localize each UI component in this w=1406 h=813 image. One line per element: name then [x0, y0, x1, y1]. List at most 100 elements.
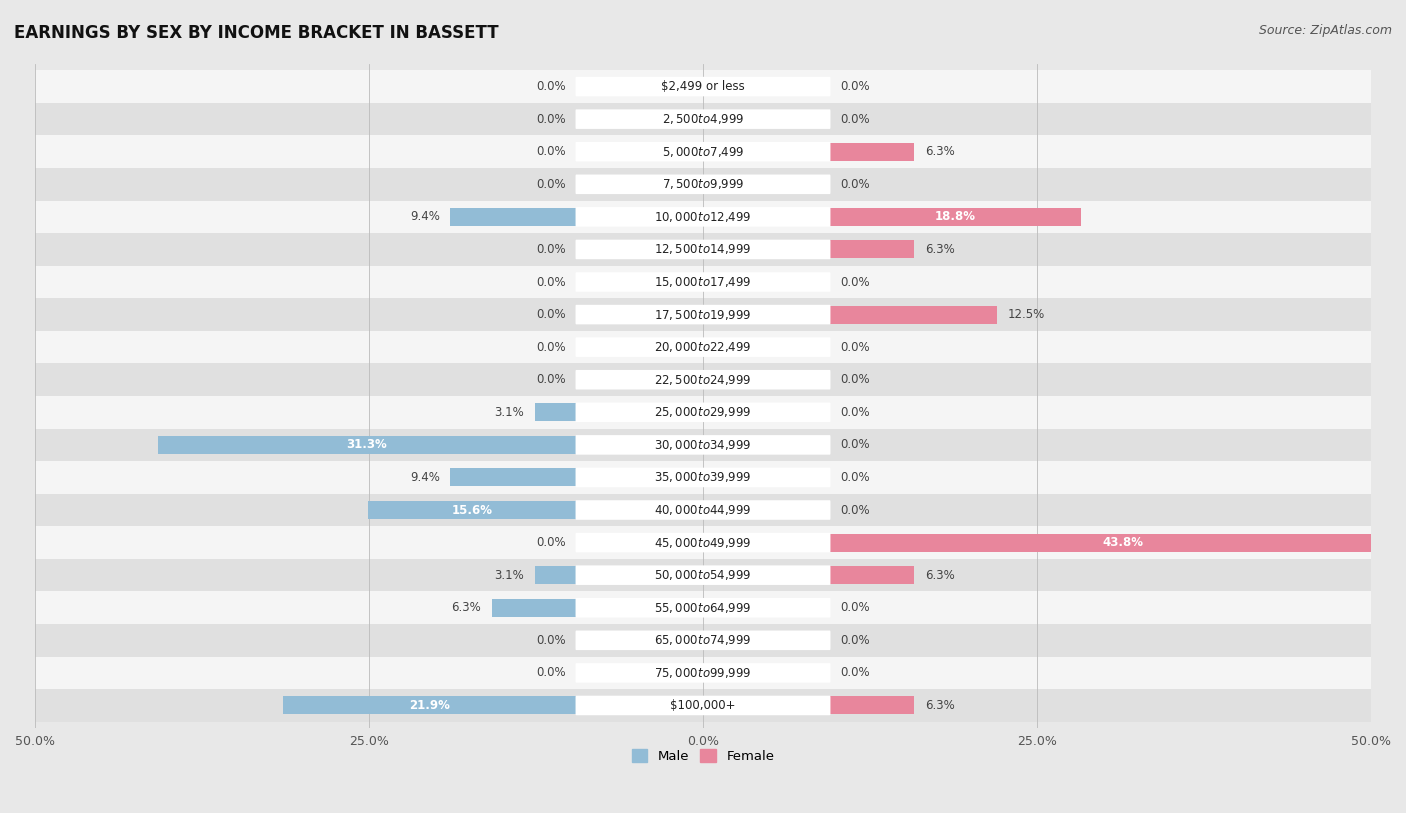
Text: 3.1%: 3.1%	[495, 406, 524, 419]
Text: $30,000 to $34,999: $30,000 to $34,999	[654, 438, 752, 452]
Bar	[284, 697, 576, 715]
Text: 0.0%: 0.0%	[841, 178, 870, 191]
Bar	[157, 436, 576, 454]
Bar	[35, 624, 1371, 657]
Legend: Male, Female: Male, Female	[626, 743, 780, 768]
FancyBboxPatch shape	[575, 402, 831, 422]
FancyBboxPatch shape	[575, 370, 831, 389]
Text: 15.6%: 15.6%	[451, 503, 492, 516]
Text: 0.0%: 0.0%	[841, 341, 870, 354]
FancyBboxPatch shape	[575, 305, 831, 324]
Text: 21.9%: 21.9%	[409, 699, 450, 712]
Bar	[830, 208, 1081, 226]
Text: 0.0%: 0.0%	[841, 438, 870, 451]
FancyBboxPatch shape	[575, 272, 831, 292]
Bar	[35, 298, 1371, 331]
Bar	[35, 331, 1371, 363]
Text: Source: ZipAtlas.com: Source: ZipAtlas.com	[1258, 24, 1392, 37]
Text: $2,499 or less: $2,499 or less	[661, 80, 745, 93]
FancyBboxPatch shape	[575, 500, 831, 520]
Text: $17,500 to $19,999: $17,500 to $19,999	[654, 307, 752, 322]
Text: 0.0%: 0.0%	[536, 276, 565, 289]
Bar	[35, 136, 1371, 168]
Text: $35,000 to $39,999: $35,000 to $39,999	[654, 471, 752, 485]
FancyBboxPatch shape	[575, 598, 831, 618]
Bar	[367, 501, 576, 519]
Text: 6.3%: 6.3%	[925, 699, 955, 712]
Text: $55,000 to $64,999: $55,000 to $64,999	[654, 601, 752, 615]
FancyBboxPatch shape	[575, 110, 831, 129]
Text: $12,500 to $14,999: $12,500 to $14,999	[654, 242, 752, 256]
Text: $45,000 to $49,999: $45,000 to $49,999	[654, 536, 752, 550]
Bar	[35, 689, 1371, 722]
Text: 0.0%: 0.0%	[841, 503, 870, 516]
Text: $50,000 to $54,999: $50,000 to $54,999	[654, 568, 752, 582]
Text: $75,000 to $99,999: $75,000 to $99,999	[654, 666, 752, 680]
Text: 0.0%: 0.0%	[536, 80, 565, 93]
Text: $20,000 to $22,499: $20,000 to $22,499	[654, 340, 752, 354]
Text: 0.0%: 0.0%	[536, 243, 565, 256]
Text: 31.3%: 31.3%	[347, 438, 388, 451]
FancyBboxPatch shape	[575, 175, 831, 194]
Text: 3.1%: 3.1%	[495, 568, 524, 581]
Text: 12.5%: 12.5%	[1008, 308, 1045, 321]
FancyBboxPatch shape	[575, 467, 831, 487]
Bar	[492, 599, 576, 617]
Text: 43.8%: 43.8%	[1102, 536, 1143, 549]
Bar	[830, 533, 1406, 551]
Text: 0.0%: 0.0%	[841, 406, 870, 419]
Text: 0.0%: 0.0%	[536, 634, 565, 647]
Text: 0.0%: 0.0%	[841, 602, 870, 615]
FancyBboxPatch shape	[575, 533, 831, 552]
Bar	[450, 468, 576, 486]
Text: 0.0%: 0.0%	[536, 146, 565, 159]
Text: $65,000 to $74,999: $65,000 to $74,999	[654, 633, 752, 647]
Text: 0.0%: 0.0%	[536, 536, 565, 549]
Text: 0.0%: 0.0%	[536, 178, 565, 191]
Text: 0.0%: 0.0%	[841, 634, 870, 647]
Text: 18.8%: 18.8%	[935, 211, 976, 224]
Bar	[35, 526, 1371, 559]
Text: $15,000 to $17,499: $15,000 to $17,499	[654, 275, 752, 289]
Bar	[35, 396, 1371, 428]
FancyBboxPatch shape	[575, 337, 831, 357]
Bar	[534, 403, 576, 421]
FancyBboxPatch shape	[575, 696, 831, 715]
Text: 0.0%: 0.0%	[536, 341, 565, 354]
Bar	[450, 208, 576, 226]
Text: $10,000 to $12,499: $10,000 to $12,499	[654, 210, 752, 224]
Bar	[35, 461, 1371, 493]
Text: 9.4%: 9.4%	[411, 211, 440, 224]
Text: 0.0%: 0.0%	[536, 373, 565, 386]
Bar	[35, 559, 1371, 591]
Text: $2,500 to $4,999: $2,500 to $4,999	[662, 112, 744, 126]
Text: 0.0%: 0.0%	[841, 113, 870, 126]
FancyBboxPatch shape	[575, 240, 831, 259]
Bar	[35, 103, 1371, 136]
Text: EARNINGS BY SEX BY INCOME BRACKET IN BASSETT: EARNINGS BY SEX BY INCOME BRACKET IN BAS…	[14, 24, 499, 42]
Bar	[35, 233, 1371, 266]
Bar	[534, 566, 576, 584]
Bar	[830, 241, 914, 259]
Text: 6.3%: 6.3%	[451, 602, 481, 615]
Bar	[35, 493, 1371, 526]
FancyBboxPatch shape	[575, 565, 831, 585]
FancyBboxPatch shape	[575, 631, 831, 650]
Text: $100,000+: $100,000+	[671, 699, 735, 712]
Bar	[35, 70, 1371, 103]
Text: 0.0%: 0.0%	[536, 308, 565, 321]
FancyBboxPatch shape	[575, 435, 831, 454]
Text: 6.3%: 6.3%	[925, 568, 955, 581]
Text: $25,000 to $29,999: $25,000 to $29,999	[654, 406, 752, 420]
Text: 9.4%: 9.4%	[411, 471, 440, 484]
FancyBboxPatch shape	[575, 207, 831, 227]
Text: 0.0%: 0.0%	[536, 113, 565, 126]
Bar	[830, 143, 914, 161]
FancyBboxPatch shape	[575, 142, 831, 162]
Text: 0.0%: 0.0%	[841, 276, 870, 289]
Bar	[35, 201, 1371, 233]
FancyBboxPatch shape	[575, 663, 831, 683]
Bar	[35, 266, 1371, 298]
Text: $5,000 to $7,499: $5,000 to $7,499	[662, 145, 744, 159]
FancyBboxPatch shape	[575, 76, 831, 97]
